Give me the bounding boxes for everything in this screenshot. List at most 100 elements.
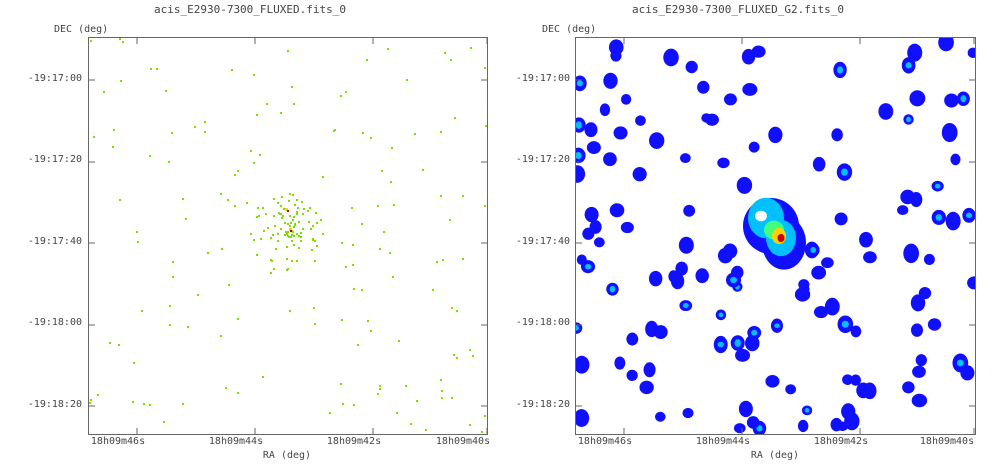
source-blob [620, 93, 632, 105]
source-blob [841, 168, 848, 176]
event-pixel [341, 319, 343, 321]
source-blob [678, 236, 694, 254]
event-pixel [444, 52, 446, 54]
event-pixel [484, 67, 486, 69]
event-pixel [171, 132, 173, 134]
source-blob [717, 157, 730, 169]
event-pixel [132, 401, 134, 403]
event-pixel [398, 340, 400, 342]
source-blob [906, 116, 911, 123]
event-pixel [246, 202, 248, 204]
event-pixel [207, 252, 209, 254]
source-blob [632, 166, 647, 182]
source-blob [603, 152, 617, 167]
source-blob [733, 423, 746, 434]
event-pixel [314, 240, 316, 242]
event-pixel [470, 47, 472, 49]
ra-tick: 18h09m40s [919, 436, 975, 447]
source-blob [900, 189, 915, 205]
event-pixel [379, 248, 381, 250]
event-pixel [353, 404, 355, 406]
x-axis-label: RA (deg) [262, 450, 312, 461]
event-pixel [285, 231, 287, 233]
source-blob [675, 261, 688, 276]
event-pixel [293, 244, 295, 246]
event-pixel [273, 215, 275, 217]
event-pixel [290, 222, 292, 224]
event-pixel [286, 246, 288, 248]
event-pixel [315, 212, 317, 214]
event-pixel [396, 412, 398, 414]
event-pixel [390, 181, 392, 183]
event-pixel [263, 230, 265, 232]
event-pixel [287, 50, 289, 52]
event-pixel [377, 393, 379, 395]
event-pixel [451, 397, 453, 399]
event-pixel [351, 207, 353, 209]
source-blob [912, 365, 926, 378]
ra-tick: 18h09m42s [326, 436, 382, 447]
source-blob [584, 122, 598, 138]
event-pixel [266, 103, 268, 105]
event-pixel [322, 176, 324, 178]
event-pixel [258, 215, 260, 217]
event-pixel [312, 238, 314, 240]
event-pixel [320, 219, 322, 221]
event-pixel [436, 261, 438, 263]
event-pixel [253, 239, 255, 241]
event-pixel [357, 344, 359, 346]
source-blob [967, 47, 975, 58]
event-pixel [405, 385, 407, 387]
ra-tick: 18h09m44s [695, 436, 751, 447]
event-pixel [302, 228, 304, 230]
source-blob [695, 268, 709, 284]
source-blob [603, 72, 618, 89]
event-pixel [118, 344, 120, 346]
source-blob [812, 156, 826, 172]
event-pixel [270, 237, 272, 239]
event-pixel [293, 103, 295, 105]
dec-tick: -19:17:00 [27, 73, 82, 84]
event-pixel [414, 133, 416, 135]
event-pixel [472, 355, 474, 357]
source-blob [671, 274, 684, 288]
event-pixel [353, 288, 355, 290]
event-pixel [262, 207, 264, 209]
ra-tick: 18h09m44s [208, 436, 264, 447]
event-pixel [89, 402, 91, 404]
event-pixel [267, 227, 269, 229]
source-blob [705, 113, 719, 126]
fits-image-plot[interactable] [88, 37, 488, 435]
source-blob [836, 421, 849, 432]
event-pixel [97, 394, 99, 396]
event-pixel [291, 240, 293, 242]
event-pixel [329, 412, 331, 414]
event-pixel [284, 234, 286, 236]
event-pixel [90, 40, 92, 42]
source-blob [821, 257, 834, 269]
source-blob [697, 80, 710, 94]
source-blob [935, 214, 943, 221]
source-blob [730, 276, 737, 284]
source-blob [751, 329, 758, 336]
event-pixel [381, 170, 383, 172]
event-pixel [156, 68, 158, 70]
event-pixel [370, 137, 372, 139]
event-pixel [274, 225, 276, 227]
fits-image-plot[interactable] [575, 37, 976, 435]
source-blob [593, 237, 605, 248]
source-blob [863, 251, 877, 264]
event-pixel [289, 310, 291, 312]
event-pixel [284, 222, 286, 224]
event-pixel [256, 216, 258, 218]
source-blob [756, 425, 763, 432]
event-pixel [283, 208, 285, 210]
event-pixel [484, 415, 486, 417]
event-pixel [416, 400, 418, 402]
event-pixel [225, 387, 227, 389]
event-pixel [352, 264, 354, 266]
source-blob [682, 407, 694, 419]
source-blob [742, 83, 758, 96]
source-blob [584, 206, 599, 223]
event-pixel [256, 254, 258, 256]
